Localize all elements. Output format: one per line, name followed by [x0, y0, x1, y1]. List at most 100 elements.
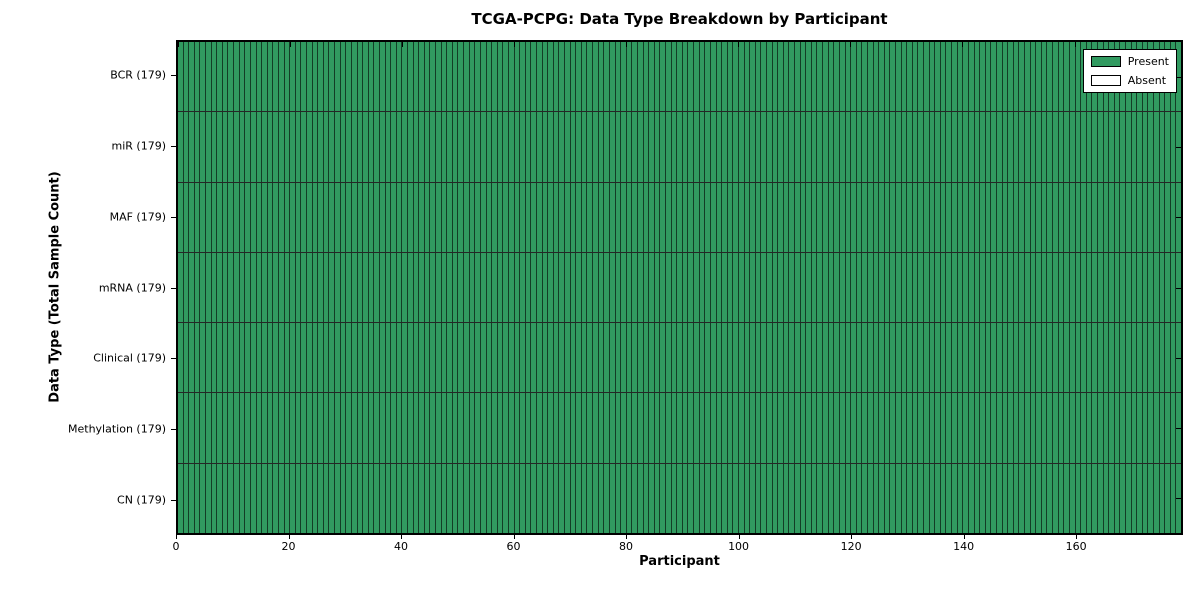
- cell: [553, 112, 560, 182]
- cell: [503, 112, 509, 182]
- cell: [907, 252, 913, 323]
- cell: [1058, 393, 1065, 463]
- cell: [946, 323, 953, 393]
- cell: [239, 252, 246, 323]
- cell: [284, 393, 291, 463]
- cell: [789, 42, 796, 112]
- cell: [183, 252, 190, 323]
- cell: [609, 42, 616, 112]
- cell: [924, 112, 930, 182]
- cell: [520, 252, 526, 323]
- cell: [968, 323, 975, 393]
- cell: [1154, 393, 1160, 463]
- cell: [284, 323, 291, 393]
- cell: [1030, 252, 1037, 323]
- cell: [1154, 252, 1160, 323]
- cell: [464, 252, 470, 323]
- cell: [301, 112, 308, 182]
- cell: [447, 252, 453, 323]
- cell: [907, 42, 913, 112]
- cell: [565, 393, 571, 463]
- cell: [867, 182, 874, 252]
- cell: [924, 182, 930, 252]
- cell: [396, 112, 403, 182]
- cell: [1131, 182, 1138, 252]
- cell: [374, 112, 380, 182]
- cell: [379, 323, 386, 393]
- cell: [480, 252, 487, 323]
- cell: [234, 393, 240, 463]
- cell: [1002, 112, 1009, 182]
- cell: [733, 323, 739, 393]
- cell: [587, 393, 594, 463]
- cell: [189, 463, 195, 533]
- cell: [609, 252, 616, 323]
- cell: [666, 112, 672, 182]
- cell: [385, 182, 392, 252]
- cell: [682, 463, 689, 533]
- cell: [497, 42, 504, 112]
- cell: [413, 252, 420, 323]
- cell: [839, 112, 846, 182]
- cell: [1053, 252, 1059, 323]
- cell: [710, 323, 717, 393]
- cell: [1131, 252, 1138, 323]
- cell: [262, 463, 268, 533]
- cell: [806, 182, 812, 252]
- chart-title: TCGA-PCPG: Data Type Breakdown by Partic…: [471, 10, 888, 28]
- cell: [469, 323, 476, 393]
- cell: [346, 42, 352, 112]
- cell: [929, 393, 936, 463]
- cell: [699, 42, 706, 112]
- cell: [531, 42, 537, 112]
- cell: [873, 463, 880, 533]
- cell: [222, 42, 229, 112]
- cell: [649, 463, 655, 533]
- cell: [1131, 112, 1138, 182]
- cell: [694, 182, 700, 252]
- cell: [183, 393, 190, 463]
- cell: [480, 112, 487, 182]
- cell: [464, 42, 470, 112]
- cell: [671, 252, 678, 323]
- cell: [750, 112, 756, 182]
- legend-entry-present: Present: [1090, 55, 1169, 68]
- cell: [884, 182, 891, 252]
- x-tick-label: 20: [281, 540, 296, 553]
- cell: [542, 112, 549, 182]
- cell: [783, 112, 790, 182]
- cell: [363, 112, 369, 182]
- cell: [694, 42, 700, 112]
- cell: [750, 323, 756, 393]
- cell: [699, 393, 706, 463]
- cell: [464, 323, 470, 393]
- cell: [817, 463, 824, 533]
- cell: [178, 182, 184, 252]
- cell: [974, 112, 981, 182]
- cell: [705, 182, 711, 252]
- cell: [649, 182, 655, 252]
- cell: [996, 393, 1003, 463]
- cell: [1142, 112, 1149, 182]
- cell: [1058, 112, 1065, 182]
- cell: [256, 463, 263, 533]
- cell: [553, 182, 560, 252]
- cell: [492, 393, 498, 463]
- cell: [761, 463, 767, 533]
- cell: [486, 463, 493, 533]
- cell: [856, 463, 863, 533]
- cell: [705, 323, 711, 393]
- x-tick-mark: [176, 535, 177, 539]
- cell: [604, 252, 610, 323]
- cell: [699, 252, 706, 323]
- cell: [699, 182, 706, 252]
- cell: [985, 323, 992, 393]
- cell: [795, 463, 801, 533]
- cell: [649, 42, 655, 112]
- cell: [716, 323, 723, 393]
- cell: [823, 323, 829, 393]
- cell: [211, 112, 218, 182]
- cell: [710, 182, 717, 252]
- cell: [974, 393, 981, 463]
- cell: [738, 463, 745, 533]
